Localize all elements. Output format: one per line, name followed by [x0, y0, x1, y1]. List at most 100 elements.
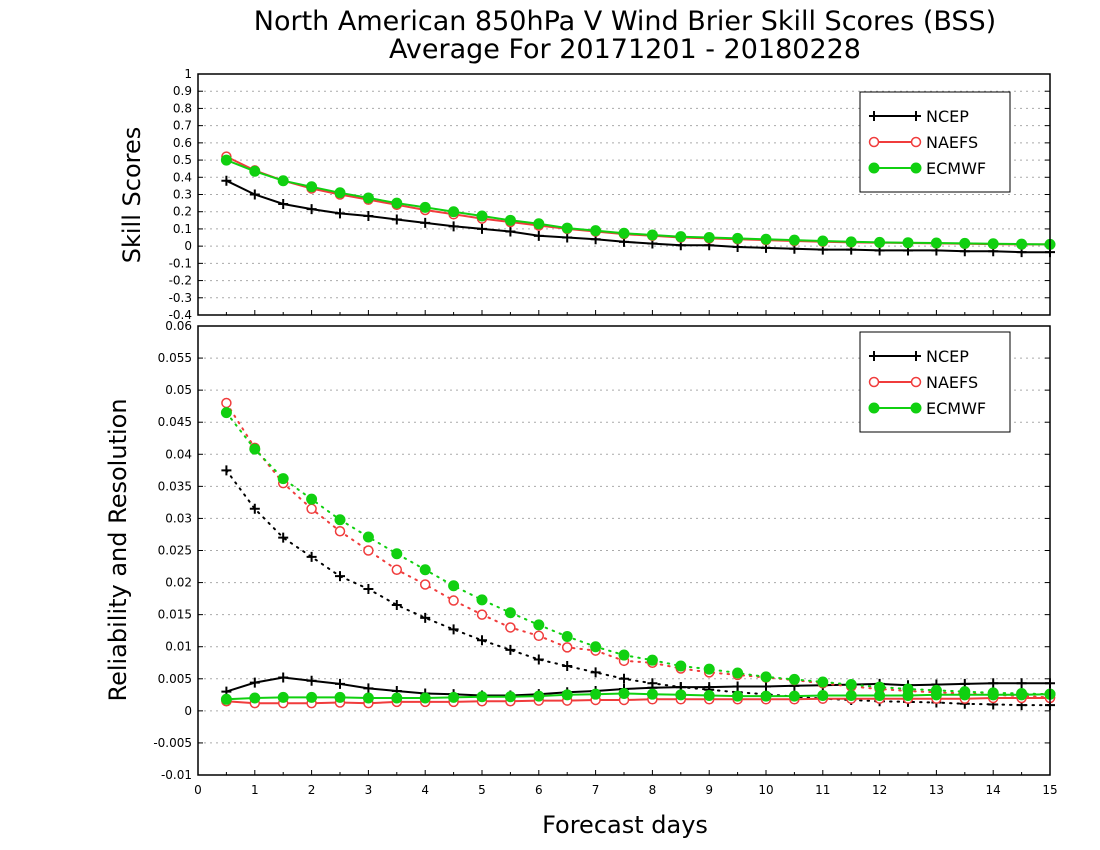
legend: NCEP NAEFS ECMWF: [859, 91, 1011, 193]
x-tick-label: 11: [815, 783, 830, 797]
data-point-2: [277, 175, 289, 187]
data-point-17: [703, 663, 715, 675]
data-point-6: [391, 214, 402, 225]
data-point-5: [362, 192, 374, 204]
y-tick-label: 0.015: [158, 608, 192, 622]
series-line: [226, 697, 1050, 705]
x-tick-label: 15: [1042, 783, 1057, 797]
series-ecmwf: [220, 154, 1056, 250]
data-point-19: [760, 690, 772, 702]
data-point-1: [249, 165, 261, 177]
data-point-16: [675, 689, 687, 701]
data-point-19: [761, 681, 771, 692]
data-point-legend-b-1: [910, 376, 922, 388]
series-ecmwf-reliability: [220, 688, 1056, 705]
data-point-1: [249, 189, 260, 200]
data-point-legend-b-0: [911, 111, 921, 121]
data-point-2: [278, 672, 289, 683]
data-point-16: [675, 660, 687, 672]
x-tick-label: 6: [535, 783, 543, 797]
chart-title-line2: Average For 20171201 - 20180228: [389, 34, 861, 65]
series-ncep-resolution: [221, 465, 1055, 711]
y-tick-label: 0.5: [173, 153, 192, 167]
data-point-legend-a-2: [868, 162, 880, 174]
legend-label-naefs: NAEFS: [926, 133, 978, 152]
data-point-4: [335, 571, 345, 582]
data-point-0: [220, 154, 232, 166]
data-point-5: [363, 211, 374, 222]
y-tick-label: -0.1: [169, 256, 192, 270]
data-point-11: [533, 230, 544, 241]
legend-label-ncep: NCEP: [926, 347, 969, 366]
data-point-18: [732, 681, 743, 692]
data-point-19: [760, 233, 772, 245]
data-point-2: [278, 198, 289, 209]
series-naefs-resolution: [221, 397, 1056, 703]
data-point-13: [590, 688, 602, 700]
data-point-1: [249, 503, 260, 514]
y-tick-label: -0.2: [169, 274, 192, 288]
data-point-12: [562, 660, 573, 671]
data-point-9: [476, 594, 488, 606]
data-point-24: [902, 237, 914, 249]
data-point-13: [590, 225, 602, 237]
data-point-22: [845, 679, 857, 691]
data-point-6: [391, 692, 403, 704]
data-point-0: [221, 465, 232, 476]
data-point-9: [477, 223, 487, 234]
y-tick-label: 0.035: [158, 479, 192, 493]
legend-label-ecmwf: ECMWF: [926, 399, 986, 418]
data-point-4: [334, 514, 346, 526]
data-point-7: [419, 692, 431, 704]
data-point-3: [306, 204, 317, 215]
data-point-legend-a-0: [869, 111, 879, 121]
x-tick-label: 7: [592, 783, 600, 797]
y-tick-label: 0: [184, 704, 192, 718]
y-tick-label: 0.1: [173, 222, 192, 236]
data-point-9: [476, 609, 488, 620]
data-point-10: [505, 226, 516, 237]
legend-label-naefs: NAEFS: [926, 373, 978, 392]
data-point-7: [420, 612, 431, 623]
y-tick-label: 0.9: [173, 84, 192, 98]
data-point-14: [618, 227, 630, 239]
data-point-4: [334, 526, 346, 537]
reliability-resolution-panel: -0.01 -0.005 0 0.005 0.01 0.015 0.02 0.025 0.03 0…: [153, 319, 1057, 797]
y-tick-label: -0.005: [153, 736, 192, 750]
data-point-21: [817, 676, 829, 688]
x-tick-label: 14: [986, 783, 1001, 797]
data-point-15: [646, 688, 658, 700]
data-point-7: [419, 579, 431, 590]
data-point-10: [504, 691, 516, 703]
y-tick-label: 0.4: [173, 170, 192, 184]
data-point-18: [732, 690, 744, 702]
data-point-12: [561, 222, 573, 234]
data-point-2: [278, 532, 289, 543]
data-point-28: [1016, 678, 1027, 689]
data-point-24: [902, 689, 914, 701]
data-point-1: [249, 677, 260, 688]
y-tick-label: 0.01: [165, 640, 192, 654]
data-point-legend-a-0: [869, 351, 879, 361]
skill-score-panel: -0.4 -0.3 -0.2 -0.1 0 0.1 0.2 0.3 0.4 0.5 0.6 0.7 0.…: [169, 67, 1056, 322]
data-point-4: [334, 691, 346, 703]
data-point-4: [335, 208, 345, 219]
x-tick-label: 1: [251, 783, 259, 797]
data-point-20: [788, 690, 800, 702]
series-ncep-reliability: [221, 672, 1055, 701]
y-tick-label: 0.04: [165, 447, 192, 461]
x-tick-label: 5: [478, 783, 486, 797]
y-tick-label: -0.3: [169, 291, 192, 305]
plot-frame: [197, 325, 1051, 776]
data-point-7: [419, 201, 431, 213]
data-point-0: [220, 407, 232, 419]
data-point-2: [277, 473, 289, 485]
data-point-11: [533, 690, 545, 702]
data-point-27: [988, 678, 999, 689]
data-point-18: [732, 667, 744, 679]
data-point-3: [306, 691, 318, 703]
data-point-20: [788, 234, 800, 246]
data-point-19: [760, 671, 772, 683]
data-point-5: [363, 545, 374, 556]
data-point-27: [987, 689, 999, 701]
